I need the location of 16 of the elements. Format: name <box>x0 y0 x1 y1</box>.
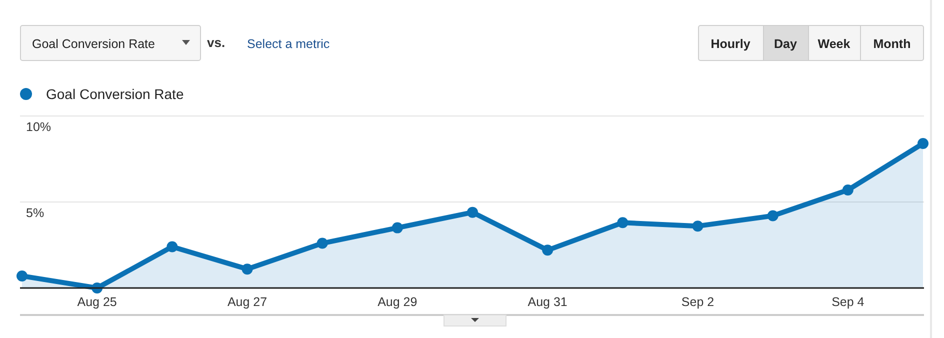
x-tick-label: Aug 29 <box>378 295 418 309</box>
text: vs. <box>207 35 226 50</box>
y-tick-label: 5% <box>26 206 44 220</box>
text: Goal Conversion Rate <box>32 37 156 51</box>
text: Week <box>818 37 850 51</box>
x-tick-label: Aug 27 <box>227 295 268 309</box>
x-tick-label: Aug 25 <box>77 295 117 309</box>
text: Day <box>774 37 798 51</box>
x-tick-label: Sep 2 <box>681 295 714 309</box>
text: Select a metric <box>247 37 330 51</box>
text: Month <box>873 37 911 51</box>
y-tick-label: 10% <box>26 120 52 134</box>
x-tick-label: Sep 4 <box>832 295 864 309</box>
legend-label: Goal Conversion Rate <box>46 86 184 102</box>
text: Hourly <box>710 37 750 51</box>
x-tick-label: Aug 31 <box>528 295 568 309</box>
